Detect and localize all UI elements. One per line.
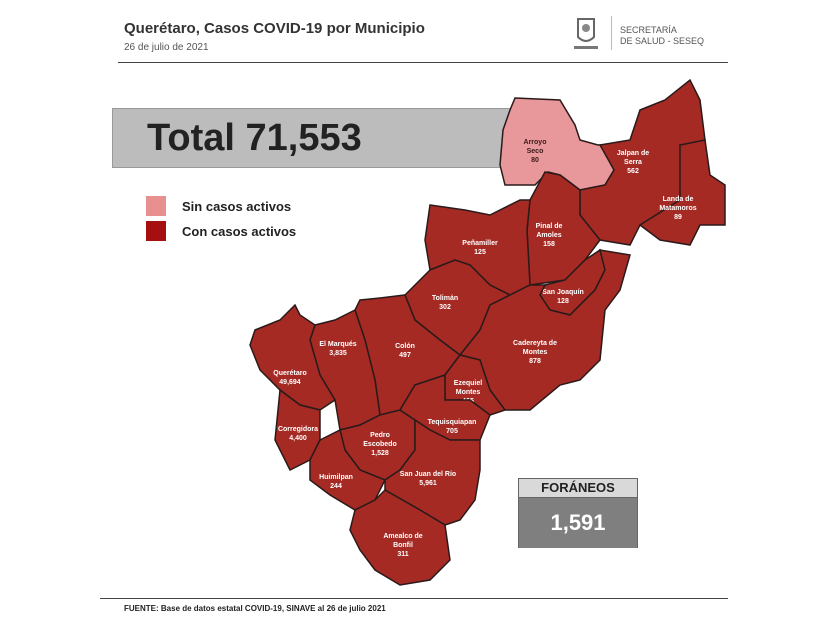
- department-line: SECRETARÍA: [620, 25, 677, 35]
- municipality-amealco-de-bonfil: Amealco de Bonfil 311: [349, 489, 451, 586]
- municipality-label: Arroyo Seco 80: [524, 139, 547, 164]
- municipality-label: Pedro Escobedo 1,528: [363, 432, 396, 457]
- foraneos-value: 1,591: [519, 498, 637, 548]
- foraneos-box: FORÁNEOS 1,591: [518, 478, 638, 548]
- municipality-shape: [249, 303, 337, 411]
- municipality-label: Colón 497: [395, 343, 415, 359]
- municipality-shape: [638, 139, 726, 246]
- municipality-label: Cadereyta de Montes 878: [513, 340, 557, 365]
- municipality-label: San Juan del Río 5,961: [400, 471, 456, 487]
- municipality-shape: [384, 418, 481, 526]
- foraneos-label: FORÁNEOS: [519, 479, 637, 498]
- municipality-queretaro: Querétaro 49,694: [249, 303, 337, 411]
- page-date: 26 de julio de 2021: [124, 42, 209, 53]
- municipality-label: El Marqués 3,835: [319, 341, 356, 357]
- municipality-label: Corregidora 4,400: [278, 426, 318, 442]
- municipality-label: Jalpan de Serra 562: [617, 150, 649, 175]
- municipality-label: Pinal de Amoles 158: [536, 223, 563, 248]
- footer-divider: [100, 598, 728, 599]
- legend-no-active: Sin casos activos: [146, 196, 291, 216]
- department-line: DE SALUD - SESEQ: [620, 36, 705, 46]
- municipality-label: Landa de Matamoros 89: [659, 196, 696, 221]
- legend-swatch: [146, 221, 166, 241]
- municipality-arroyo-seco: Arroyo Seco 80: [499, 97, 615, 191]
- municipality-label: Amealco de Bonfil 311: [383, 533, 422, 558]
- department-name: SECRETARÍA DE SALUD - SESEQ: [620, 25, 704, 47]
- municipality-label: Peñamiller 125: [462, 240, 498, 256]
- legend-swatch: [146, 196, 166, 216]
- total-banner: Total 71,553: [112, 108, 512, 168]
- municipality-shape: [349, 489, 451, 586]
- municipality-landa-de-matamoros: Landa de Matamoros 89: [638, 139, 726, 246]
- municipality-label: Tequisquiapan 705: [428, 419, 477, 435]
- source-note: FUENTE: Base de datos estatal COVID-19, …: [124, 604, 386, 613]
- municipality-san-juan-del-rio: San Juan del Río 5,961: [384, 418, 481, 526]
- legend-label: Sin casos activos: [182, 198, 292, 214]
- municipality-label: Tolimán 302: [432, 295, 458, 311]
- header-divider: [118, 62, 728, 63]
- total-label: Total 71,553: [147, 117, 362, 159]
- legend-label: Con casos activos: [182, 223, 297, 239]
- legend-active: Con casos activos: [146, 221, 296, 241]
- municipality-label: Querétaro 49,694: [273, 370, 306, 386]
- logo-divider: [611, 16, 612, 50]
- municipality-label: San Joaquín 128: [542, 289, 584, 305]
- queretaro-logo: [574, 18, 598, 49]
- municipality-label: Huimilpan 244: [319, 474, 353, 490]
- page-title: Querétaro, Casos COVID-19 por Municipio: [124, 20, 425, 37]
